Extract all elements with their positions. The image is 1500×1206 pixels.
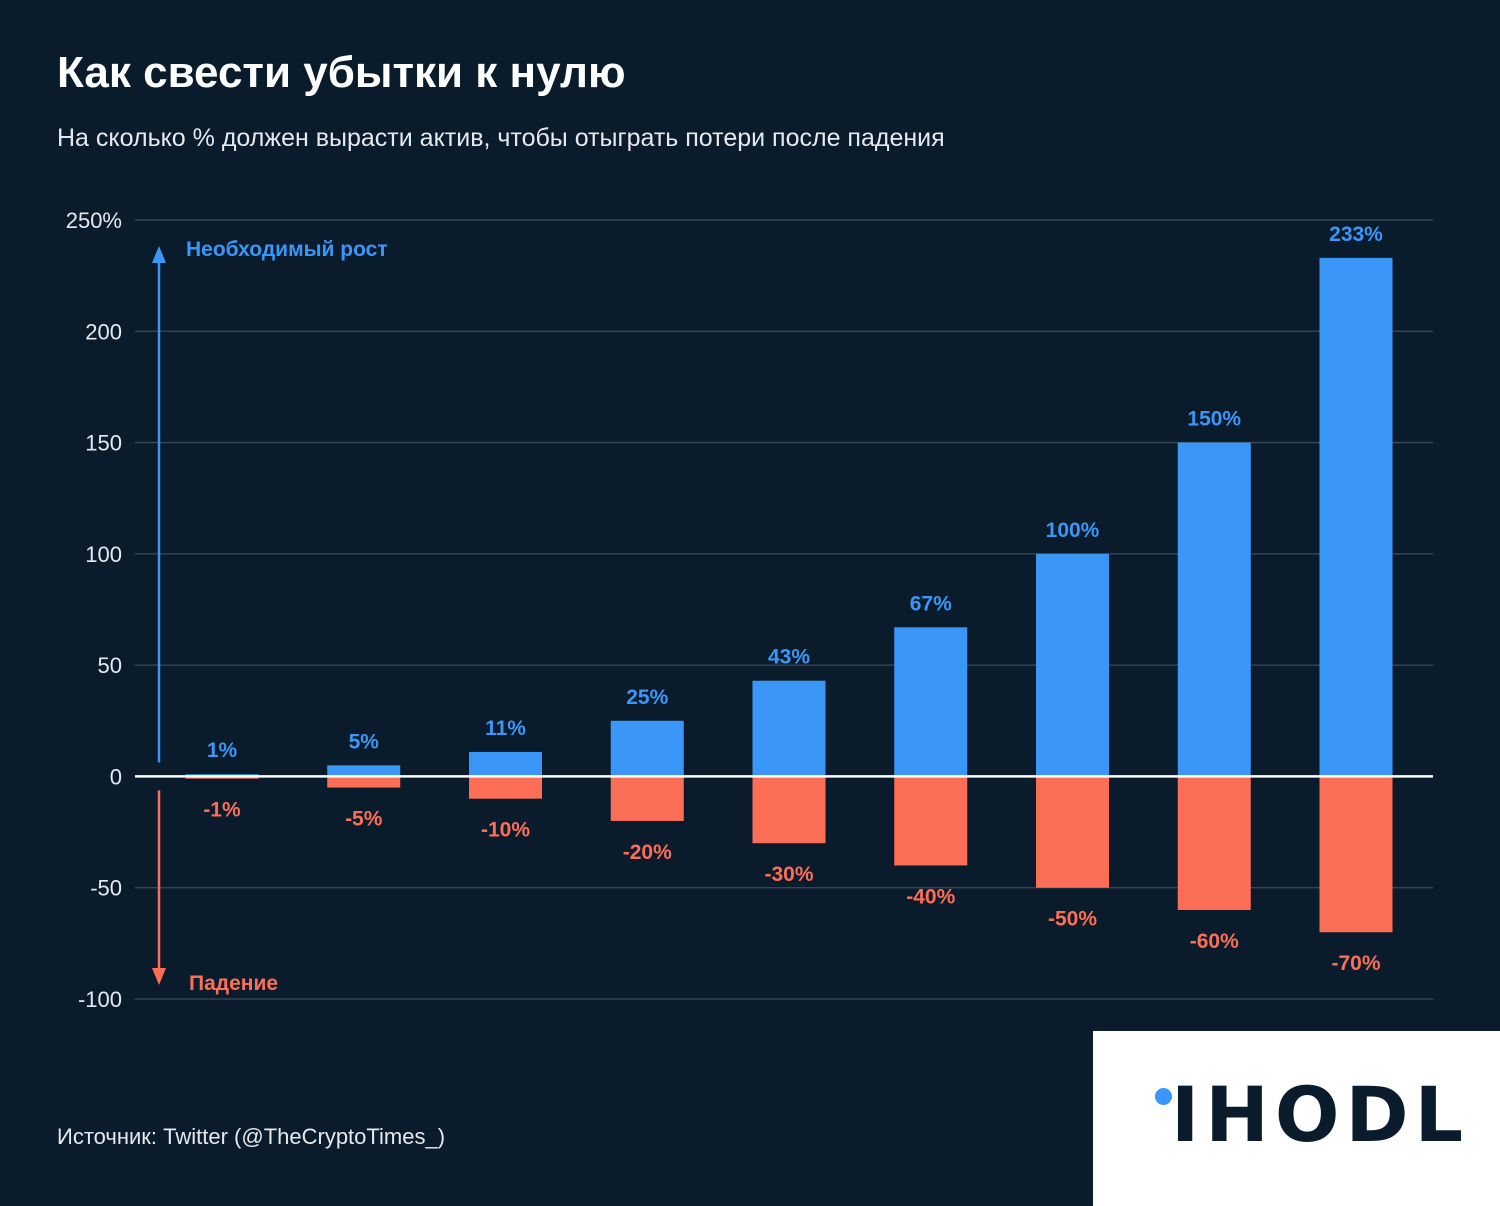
drop-bar [469,776,542,799]
growth-legend-label: Необходимый рост [186,238,388,261]
growth-value-label: 5% [349,730,380,753]
growth-bar [1177,442,1251,777]
brand-logo: IHODL [1171,1070,1470,1159]
drop-value-label: -70% [1331,952,1380,975]
y-tick-label: 0 [110,764,122,789]
growth-bar [610,720,684,777]
drop-value-label: -20% [623,841,672,864]
chart-subtitle: На сколько % должен вырасти актив, чтобы… [57,124,945,152]
growth-value-label: 11% [485,717,526,740]
y-tick-label: 250% [66,208,122,233]
y-tick-label: -50 [90,876,122,901]
source-note: Источник: Twitter (@TheCryptoTimes_) [57,1124,446,1149]
bar-value-labels: 1% -1% 5% -5% 11% -10% 25% -20% 43% -30% 67% -40% 10… [203,223,1383,975]
drop-value-label: -1% [203,799,241,822]
y-tick-label: 200 [85,319,122,344]
growth-value-label: 25% [626,686,668,709]
drop-value-label: -40% [906,885,955,908]
drop-bar [894,776,968,866]
y-tick-label: 100 [85,542,122,567]
drop-value-label: -10% [481,819,530,842]
drop-value-label: -50% [1048,908,1097,931]
drop-value-label: -5% [345,808,383,831]
growth-bar [327,765,401,777]
logo-dot-icon [1155,1088,1172,1105]
growth-bar [752,680,826,777]
growth-value-label: 1% [207,739,238,762]
drop-bar [327,776,401,788]
growth-value-label: 67% [910,592,952,615]
logo-panel: IHODL [1093,1031,1500,1206]
bars [185,257,1393,933]
drop-value-label: -60% [1190,930,1239,953]
growth-bar [1319,257,1393,777]
drop-bar [610,776,684,821]
growth-bar [894,627,968,777]
growth-bar [1036,553,1109,777]
drop-legend-label: Падение [189,972,278,995]
y-axis-tick-labels: -100 -50 0 50 100 150 200 250% [66,208,122,1012]
arrow-up-icon [152,246,166,263]
arrow-down-icon [152,968,166,985]
axis-arrows: Необходимый рост Падение [152,238,388,995]
y-tick-label: 150 [85,431,122,456]
y-tick-label: 50 [98,653,122,678]
growth-value-label: 233% [1329,223,1383,246]
growth-value-label: 43% [768,646,810,669]
drop-bar [1319,776,1393,933]
drop-bar [752,776,826,844]
drop-value-label: -30% [764,863,813,886]
drop-bar [1036,776,1109,888]
y-tick-label: -100 [78,987,122,1012]
chart-title: Как свести убытки к нулю [57,48,626,97]
growth-value-label: 100% [1046,519,1100,542]
growth-bar [469,751,542,777]
growth-value-label: 150% [1187,408,1241,431]
drop-bar [1177,776,1251,910]
